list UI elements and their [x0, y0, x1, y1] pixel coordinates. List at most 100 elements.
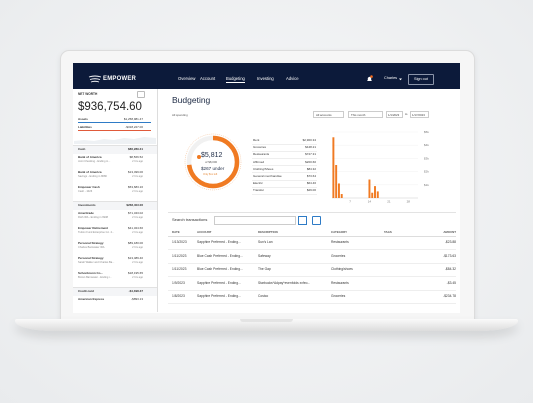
column-header[interactable]: DATE [172, 230, 180, 234]
y-tick-label: $4k [424, 143, 429, 147]
cell: 1/11/2023 [172, 267, 187, 271]
y-tick-label: $5k [424, 130, 429, 134]
assets-label: Assets [78, 117, 88, 121]
nav-item[interactable]: Investing [257, 76, 274, 81]
liabilities-value: -$318,227.00 [125, 125, 143, 129]
bar [335, 165, 338, 198]
account-name[interactable]: Personal Strategy [78, 241, 104, 245]
nav-item[interactable]: Overview [178, 76, 196, 81]
column-header[interactable]: DESCRIPTION [258, 230, 278, 234]
account-name[interactable]: Ameritrade [78, 211, 94, 215]
category-amount: $2,900.34 [302, 138, 316, 142]
logo-mark [88, 75, 102, 83]
cell-amount: -$23.88 [444, 240, 456, 244]
search-button[interactable] [298, 216, 307, 225]
x-tick-label: 14 [368, 200, 372, 204]
sparkline [74, 137, 156, 144]
daily-spending-chart: $5k $4k $3k $2k $1k 7 14 21 28 [332, 130, 429, 204]
filter-label: All spending [172, 113, 188, 117]
date-to[interactable]: 1/17/2023 [410, 111, 429, 118]
cell: 1/8/2023 [172, 294, 185, 298]
net-worth-title: NET WORTH [78, 92, 98, 96]
account-name[interactable]: Bank of America [78, 170, 102, 174]
cell: Clothing/shoes [331, 267, 353, 271]
cell: Blue Cash Preferred - Ending... [197, 267, 243, 271]
category-amount: $64.46 [306, 181, 316, 186]
group-name[interactable]: Cash [78, 146, 86, 151]
group-total: $268,403.06 [126, 202, 143, 207]
group-name[interactable]: Credit card [78, 288, 94, 293]
column-header[interactable]: AMOUNT [443, 230, 456, 234]
logo: EMPOWER [103, 76, 137, 82]
account-name[interactable]: Bank of America [78, 155, 102, 159]
user-caret [399, 78, 402, 81]
account-balance: -$893.13 [131, 297, 143, 301]
nav-item[interactable]: Budgeting [226, 76, 245, 84]
spent-value: $5,812 [201, 152, 223, 159]
category-name: Electric [253, 181, 263, 186]
date-from[interactable]: 1/1/2023 [386, 111, 403, 118]
category-amount: $29.00 [306, 188, 316, 193]
group-total: $86,289.31 [127, 146, 143, 151]
account-name[interactable]: Schonbrunn Co... [78, 271, 103, 275]
account-balance: $13,489.40 [127, 256, 143, 260]
account-detail: Savings - Ending in 8080 [78, 174, 107, 178]
account-name[interactable]: Empower Retirement [78, 226, 109, 230]
account-name[interactable]: American Express [78, 297, 105, 301]
group-name[interactable]: Investments [78, 202, 96, 207]
search-input[interactable] [214, 216, 296, 225]
donut-note: Only $xx left [203, 173, 218, 176]
bar [376, 191, 379, 198]
cell: Sapphire Preferred - Ending... [197, 280, 241, 285]
account-updated: 2 hrs ago [132, 159, 143, 163]
bar [332, 137, 335, 198]
category-name: Transfer [253, 188, 265, 193]
cell: Sapphire Preferred - Ending... [197, 294, 241, 298]
account-name[interactable]: Personal Strategy [78, 256, 104, 260]
nav-item[interactable]: Account [200, 76, 216, 81]
account-detail: Roth IRA - Ending in 6908 [78, 215, 108, 219]
account-detail: Joint Checking - Ending in... [78, 159, 111, 163]
cell: Restaurants [331, 280, 349, 285]
category-amount: $448.21 [305, 145, 316, 150]
nav-item[interactable]: Advice [286, 76, 299, 81]
account-name[interactable]: Empower Cash [78, 185, 100, 189]
cell: The Gap [258, 267, 271, 271]
account-balance: $41,324.66 [127, 226, 143, 230]
settings-button[interactable] [312, 216, 321, 225]
y-tick-label: $3k [424, 156, 429, 160]
group-header-bg [73, 201, 157, 210]
bell-icon[interactable] [366, 75, 373, 83]
bar [337, 183, 340, 198]
account-updated: 2 hrs ago [132, 174, 143, 178]
category-amount: $73.64 [306, 174, 316, 178]
category-amount: $84.32 [306, 166, 316, 171]
signout-button[interactable]: Sign out [408, 74, 434, 85]
account-updated: 2 hrs ago [132, 275, 143, 279]
column-header[interactable]: TAGS [384, 230, 392, 234]
user-menu[interactable]: Charles [384, 76, 398, 80]
account-balance: $18,195.65 [127, 271, 143, 275]
under-value: $267 under [201, 166, 225, 171]
cell: 1/13/2023 [172, 240, 187, 244]
accounts-select[interactable]: All accounts [313, 111, 344, 118]
period-select[interactable]: This month [348, 111, 383, 118]
bar [368, 179, 371, 198]
category-name: Affirmed [253, 159, 265, 164]
cell: Blue Cash Preferred - Ending... [197, 253, 243, 258]
laptop-notch [240, 319, 293, 322]
column-header[interactable]: CATEGORY [331, 230, 348, 234]
cell: Groceries [331, 253, 346, 258]
cell: 1/9/2023 [172, 280, 185, 285]
column-header[interactable]: ACCOUNT [197, 230, 212, 234]
category-name: Clothing/Shoes [253, 166, 274, 171]
category-name: Restaurants [253, 152, 270, 157]
group-total: -$4,398.37 [128, 288, 143, 293]
collapse-button[interactable] [137, 91, 145, 98]
account-detail: Cash - 1026 [78, 189, 93, 193]
category-name: Rent [253, 138, 260, 142]
cell: Costco [258, 294, 269, 298]
date-to-word: to [405, 112, 408, 116]
account-updated: 2 hrs ago [132, 245, 143, 249]
